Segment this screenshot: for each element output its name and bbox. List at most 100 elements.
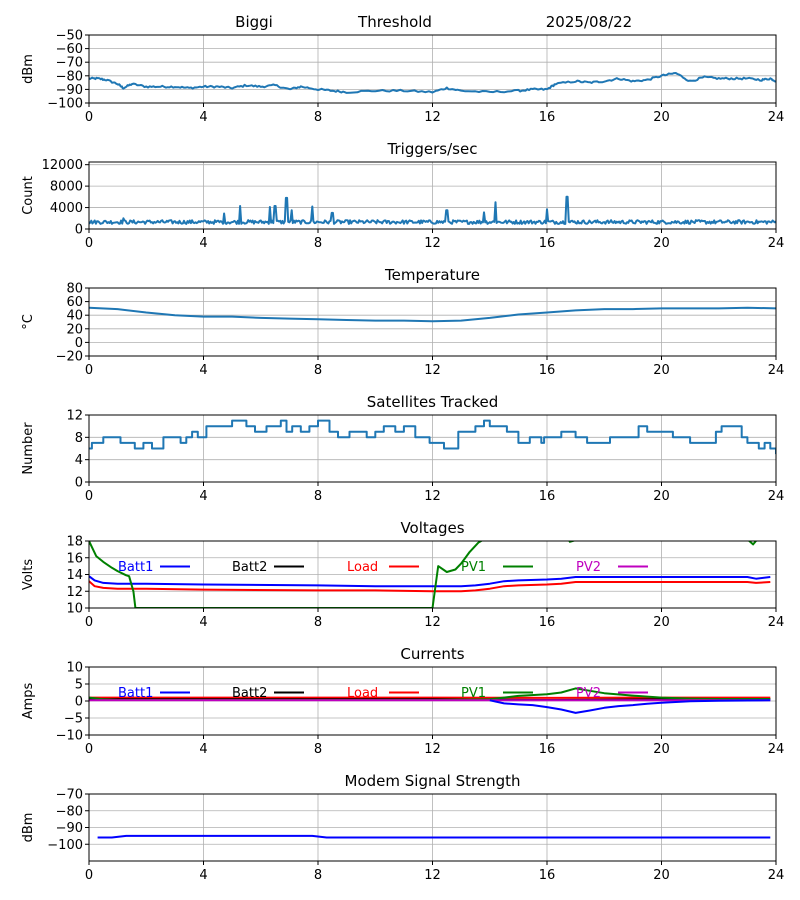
y-tick-label: 8 (75, 431, 83, 446)
series-line-modem (97, 834, 771, 839)
y-tick-label: −50 (56, 29, 83, 44)
y-tick-label: 4 (75, 453, 83, 468)
chart-title: Temperature (384, 266, 480, 284)
x-tick-label: 4 (199, 489, 207, 504)
x-tick-label: 16 (539, 615, 556, 630)
x-tick-label: 16 (539, 742, 556, 757)
legend-label-batt2: Batt2 (232, 686, 267, 701)
x-tick-label: 8 (314, 236, 322, 251)
x-tick-label: 4 (199, 363, 207, 378)
legend-label-pv2: PV2 (576, 560, 601, 575)
x-tick-label: 0 (85, 236, 93, 251)
x-tick-label: 20 (653, 236, 670, 251)
chart-title: Currents (400, 645, 464, 663)
x-tick-label: 4 (199, 868, 207, 883)
y-axis-label: dBm (21, 813, 36, 843)
x-tick-label: 24 (768, 742, 785, 757)
y-axis-label: Count (21, 176, 36, 215)
legend-label-load: Load (347, 560, 378, 575)
x-tick-label: 16 (539, 868, 556, 883)
x-tick-label: 12 (424, 868, 441, 883)
series-line-batt1 (489, 699, 771, 714)
legend-label-pv2: PV2 (576, 686, 601, 701)
chart-title: Modem Signal Strength (345, 772, 521, 790)
y-tick-label: −20 (56, 350, 83, 365)
x-tick-label: 0 (85, 489, 93, 504)
x-tick-label: 24 (768, 868, 785, 883)
y-tick-label: −80 (56, 69, 83, 84)
x-tick-label: 12 (424, 363, 441, 378)
x-tick-label: 0 (85, 363, 93, 378)
x-tick-label: 0 (85, 742, 93, 757)
y-tick-label: 10 (66, 602, 83, 617)
y-tick-label: 0 (75, 223, 83, 238)
y-tick-label: 8000 (50, 180, 83, 195)
series-line-pv1 (89, 541, 758, 608)
series-line-signal (89, 72, 776, 94)
x-tick-label: 24 (768, 363, 785, 378)
x-tick-label: 16 (539, 489, 556, 504)
y-axis-label: Amps (21, 682, 36, 719)
series-line-temperature (89, 306, 776, 323)
x-tick-label: 4 (199, 236, 207, 251)
x-tick-label: 8 (314, 110, 322, 125)
panel-modem: 0 4 8 12 16 20 24 −100 −90 −80−70 Modem Signal Str… (21, 772, 784, 883)
y-tick-label: −5 (64, 712, 83, 727)
y-tick-label: −100 (47, 97, 83, 112)
header-mode: Threshold (357, 13, 432, 31)
y-tick-label: 16 (66, 551, 83, 566)
x-tick-label: 24 (768, 110, 785, 125)
legend-label-load: Load (347, 686, 378, 701)
y-tick-label: 0 (75, 476, 83, 491)
x-tick-label: 20 (653, 868, 670, 883)
y-tick-label: −70 (56, 56, 83, 71)
legend-label-batt2: Batt2 (232, 560, 267, 575)
y-tick-label: −90 (56, 83, 83, 98)
x-tick-label: 12 (424, 110, 441, 125)
y-tick-label: −60 (56, 42, 83, 57)
y-tick-label: 60 (66, 295, 83, 310)
x-tick-label: 16 (539, 363, 556, 378)
y-tick-label: 12 (66, 585, 83, 600)
y-tick-label: 20 (66, 322, 83, 337)
x-tick-label: 16 (539, 236, 556, 251)
chart-title: Triggers/sec (387, 140, 478, 158)
x-tick-label: 4 (199, 615, 207, 630)
header-date: 2025/08/22 (546, 13, 632, 31)
y-tick-label: −70 (56, 788, 83, 803)
y-tick-label: 0 (75, 336, 83, 351)
x-tick-label: 12 (424, 236, 441, 251)
header-station: Biggi (235, 13, 273, 31)
x-tick-label: 8 (314, 868, 322, 883)
x-tick-label: 0 (85, 868, 93, 883)
y-tick-label: 5 (75, 678, 83, 693)
x-tick-label: 4 (199, 110, 207, 125)
x-tick-label: 8 (314, 363, 322, 378)
y-tick-label: 12 (66, 409, 83, 424)
y-tick-label: 14 (66, 568, 83, 583)
x-tick-label: 20 (653, 363, 670, 378)
y-tick-label: −90 (56, 821, 83, 836)
y-tick-label: 4000 (50, 201, 83, 216)
y-tick-label: −10 (56, 729, 83, 744)
y-tick-label: 0 (75, 695, 83, 710)
x-tick-label: 20 (653, 489, 670, 504)
y-axis-label: Number (21, 422, 36, 475)
legend-label-batt1: Batt1 (118, 560, 153, 575)
panel-triggers: 0 4 8 12 16 20 24 0 4000 8000 12000 Triggers/sec Cou… (21, 140, 784, 251)
x-tick-label: 4 (199, 742, 207, 757)
x-tick-label: 0 (85, 110, 93, 125)
y-axis-label: dBm (21, 54, 36, 84)
series-line-load (89, 580, 771, 593)
chart-title: Satellites Tracked (367, 393, 498, 411)
series-line-satellites (89, 419, 776, 455)
x-tick-label: 24 (768, 615, 785, 630)
x-tick-label: 8 (314, 742, 322, 757)
x-tick-label: 20 (653, 110, 670, 125)
x-tick-label: 0 (85, 615, 93, 630)
x-tick-label: 12 (424, 489, 441, 504)
